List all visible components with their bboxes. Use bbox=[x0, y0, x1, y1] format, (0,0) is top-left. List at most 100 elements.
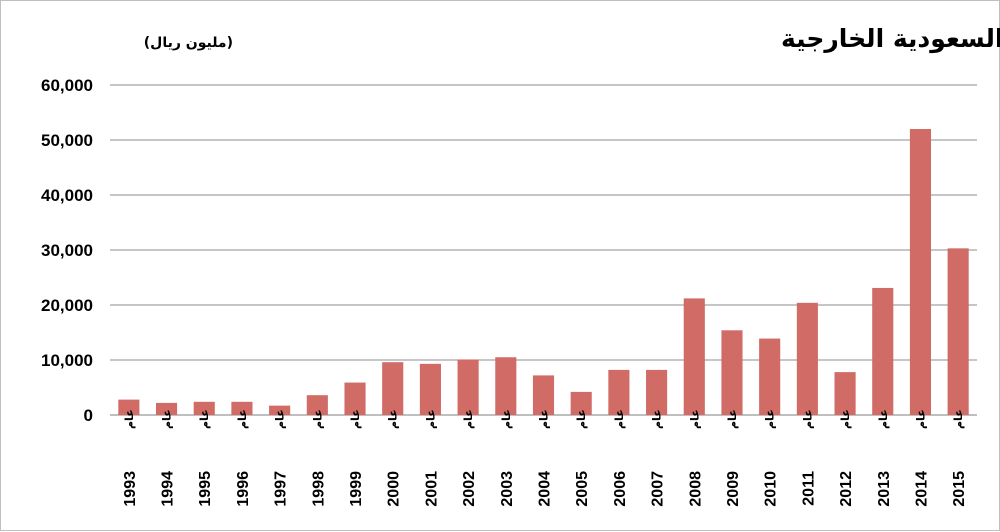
x-tick-2008: 2008 عام bbox=[687, 409, 704, 506]
x-tick-1999: 1999 عام bbox=[348, 409, 365, 506]
x-tick-year-label: 2010 bbox=[763, 471, 780, 507]
x-tick-1996: 1996 عام bbox=[235, 409, 252, 506]
x-tick-2001: 2001 عام bbox=[423, 409, 440, 506]
x-tick-prefix-label: عام bbox=[349, 409, 362, 429]
bar-2007 bbox=[646, 369, 668, 415]
x-tick-prefix-label: عام bbox=[688, 409, 701, 429]
x-tick-year-label: 2009 bbox=[725, 471, 742, 507]
x-axis-ticks: 1993 عام 1994 عام 1995 عام 1996 عام 1997 عام 1998 ع… bbox=[122, 409, 968, 506]
x-tick-year-label: 1999 bbox=[348, 471, 365, 507]
x-tick-prefix-label: عام bbox=[198, 409, 211, 429]
bar-2011 bbox=[796, 302, 818, 415]
x-tick-year-label: 2015 bbox=[951, 471, 968, 507]
x-tick-prefix-label: عام bbox=[311, 409, 324, 429]
bar-2012 bbox=[834, 372, 856, 415]
x-tick-prefix-label: عام bbox=[387, 409, 400, 429]
x-tick-prefix-label: عام bbox=[877, 409, 890, 429]
x-tick-year-label: 1997 bbox=[273, 471, 290, 507]
x-tick-year-label: 1996 bbox=[235, 471, 252, 507]
x-tick-prefix-label: عام bbox=[801, 409, 814, 429]
x-tick-year-label: 2007 bbox=[650, 471, 667, 507]
y-tick-label: 50,000 bbox=[41, 131, 93, 150]
bar-2001 bbox=[419, 363, 441, 415]
x-tick-year-label: 2005 bbox=[574, 471, 591, 507]
x-tick-prefix-label: عام bbox=[839, 409, 852, 429]
x-tick-year-label: 2004 bbox=[537, 471, 554, 507]
y-tick-label: 10,000 bbox=[41, 351, 93, 370]
x-tick-year-label: 2002 bbox=[461, 471, 478, 507]
x-tick-year-label: 2008 bbox=[687, 471, 704, 507]
y-tick-label: 40,000 bbox=[41, 186, 93, 205]
x-tick-year-label: 2003 bbox=[499, 471, 516, 507]
x-tick-2007: 2007 عام bbox=[650, 409, 667, 506]
x-tick-2000: 2000 عام bbox=[386, 409, 403, 506]
x-tick-year-label: 1994 bbox=[160, 471, 177, 507]
bar-1993 bbox=[118, 399, 140, 415]
x-tick-2003: 2003 عام bbox=[499, 409, 516, 506]
bar-2005 bbox=[570, 391, 592, 415]
x-tick-2015: 2015 عام bbox=[951, 409, 968, 506]
x-tick-year-label: 2012 bbox=[838, 471, 855, 507]
x-tick-2014: 2014 عام bbox=[913, 409, 930, 506]
x-tick-1995: 1995 عام bbox=[197, 409, 214, 506]
bar-1994 bbox=[155, 402, 178, 415]
x-tick-prefix-label: عام bbox=[726, 409, 739, 429]
bar-1996 bbox=[231, 401, 253, 415]
x-tick-year-label: 1993 bbox=[122, 471, 139, 507]
x-tick-year-label: 1995 bbox=[197, 471, 214, 507]
x-tick-prefix-label: عام bbox=[651, 409, 664, 429]
x-tick-prefix-label: عام bbox=[123, 409, 136, 429]
bar-2000 bbox=[382, 362, 404, 415]
bar-2010 bbox=[759, 338, 781, 415]
chart-title: إجمالي مساعدات السعودية الخارجية bbox=[781, 24, 1000, 54]
x-tick-2009: 2009 عام bbox=[725, 409, 742, 506]
bar-1997 bbox=[269, 405, 291, 415]
x-tick-prefix-label: عام bbox=[575, 409, 588, 429]
x-tick-prefix-label: عام bbox=[161, 409, 174, 429]
gridlines bbox=[110, 84, 977, 416]
x-tick-year-label: 2011 bbox=[800, 471, 817, 506]
x-tick-year-label: 2001 bbox=[423, 471, 440, 507]
x-tick-1997: 1997 عام bbox=[273, 409, 290, 506]
x-tick-year-label: 2013 bbox=[876, 471, 893, 507]
bar-2013 bbox=[872, 287, 894, 415]
x-tick-prefix-label: عام bbox=[424, 409, 437, 429]
x-tick-year-label: 2000 bbox=[386, 471, 403, 507]
bar-1999 bbox=[344, 382, 366, 415]
x-tick-year-label: 2006 bbox=[612, 471, 629, 507]
bar-2006 bbox=[608, 369, 630, 415]
x-tick-prefix-label: عام bbox=[500, 409, 513, 429]
x-tick-year-label: 2014 bbox=[913, 471, 930, 507]
x-tick-2012: 2012 عام bbox=[838, 409, 855, 506]
y-tick-label: 60,000 bbox=[41, 76, 93, 95]
x-tick-prefix-label: عام bbox=[914, 409, 927, 429]
bar-2009 bbox=[721, 330, 743, 415]
bars bbox=[118, 129, 969, 415]
x-tick-1993: 1993 عام bbox=[122, 409, 139, 506]
x-tick-1998: 1998 عام bbox=[310, 409, 327, 506]
x-tick-prefix-label: عام bbox=[952, 409, 965, 429]
x-tick-prefix-label: عام bbox=[538, 409, 551, 429]
x-tick-2010: 2010 عام bbox=[763, 409, 780, 506]
x-tick-2004: 2004 عام bbox=[537, 409, 554, 506]
y-axis-ticks: 0 10,000 20,000 30,000 40,000 50,000 60,000 bbox=[41, 76, 93, 425]
bar-2004 bbox=[532, 375, 555, 415]
y-tick-label: 30,000 bbox=[41, 241, 93, 260]
y-tick-label: 0 bbox=[84, 406, 93, 425]
x-tick-prefix-label: عام bbox=[236, 409, 249, 429]
x-tick-prefix-label: عام bbox=[274, 409, 287, 429]
chart-subtitle: (مليون ريال) bbox=[144, 35, 233, 51]
x-tick-prefix-label: عام bbox=[613, 409, 626, 429]
bar-2003 bbox=[495, 357, 517, 415]
x-tick-prefix-label: عام bbox=[764, 409, 777, 429]
bar-1998 bbox=[306, 395, 328, 415]
bar-1995 bbox=[193, 401, 215, 415]
x-tick-year-label: 1998 bbox=[310, 471, 327, 507]
x-tick-1994: 1994 عام bbox=[160, 409, 177, 506]
x-tick-prefix-label: عام bbox=[462, 409, 475, 429]
x-tick-2013: 2013 عام bbox=[876, 409, 893, 506]
bar-2015 bbox=[947, 248, 969, 415]
bar-2008 bbox=[683, 298, 705, 415]
